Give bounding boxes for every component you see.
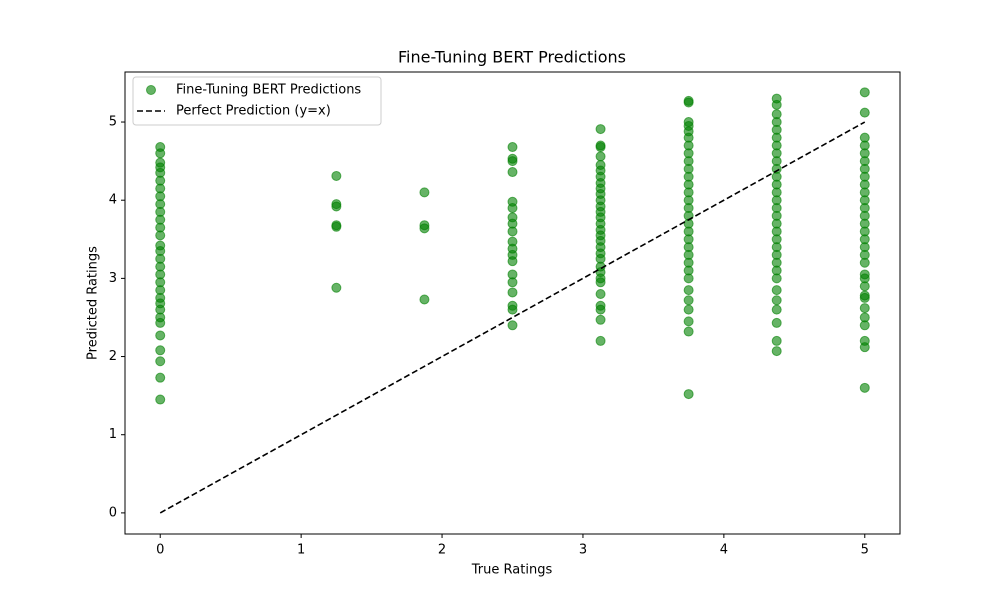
legend-label: Perfect Prediction (y=x) <box>176 104 331 119</box>
y-tick-label: 2 <box>109 349 117 364</box>
reference-line <box>159 121 866 514</box>
scatter-point <box>155 148 166 159</box>
x-tick-label: 4 <box>720 543 728 558</box>
scatter-point <box>771 317 782 328</box>
scatter-point <box>683 285 694 296</box>
scatter-point <box>683 304 694 315</box>
scatter-point <box>683 389 694 400</box>
scatter-point <box>595 289 606 300</box>
scatter-point <box>771 295 782 306</box>
plot-frame <box>124 71 901 535</box>
scatter-point <box>155 230 166 241</box>
scatter-point <box>683 316 694 327</box>
scatter-point <box>507 203 518 214</box>
y-axis-label: Predicted Ratings <box>86 246 101 360</box>
scatter-point <box>683 295 694 306</box>
scatter-point <box>771 335 782 346</box>
scatter-point <box>683 326 694 337</box>
scatter-point <box>331 170 342 181</box>
scatter-point <box>771 273 782 284</box>
chart-title: Fine-Tuning BERT Predictions <box>398 48 626 67</box>
scatter-point <box>859 257 870 268</box>
scatter-point <box>595 124 606 135</box>
scatter-point <box>507 167 518 178</box>
scatter-point <box>507 304 518 315</box>
x-tick-label: 1 <box>297 543 305 558</box>
scatter-point <box>331 282 342 293</box>
x-axis-label: True Ratings <box>471 563 553 578</box>
x-tick-label: 3 <box>579 543 587 558</box>
scatter-point <box>155 317 166 328</box>
scatter-point <box>507 287 518 298</box>
x-tick-label: 2 <box>438 543 446 558</box>
scatter-point <box>507 142 518 153</box>
scatter-point <box>507 320 518 331</box>
y-tick-label: 1 <box>109 427 117 442</box>
scatter-point <box>683 97 694 108</box>
scatter-point <box>595 277 606 288</box>
scatter-point <box>859 382 870 393</box>
y-tick-label: 5 <box>109 115 117 130</box>
scatter-point <box>507 277 518 288</box>
y-tick-label: 0 <box>109 505 117 520</box>
scatter-point <box>419 223 430 234</box>
scatter-point <box>155 394 166 405</box>
scatter-point <box>859 281 870 292</box>
scatter-point <box>595 314 606 325</box>
x-tick-label: 0 <box>156 543 164 558</box>
scatter-point <box>595 335 606 346</box>
scatter-point <box>683 273 694 284</box>
x-tick-label: 5 <box>861 543 869 558</box>
scatter-point <box>859 107 870 118</box>
scatter-point <box>155 345 166 356</box>
scatter-point <box>419 294 430 305</box>
legend-label: Fine-Tuning BERT Predictions <box>176 83 361 98</box>
scatter-point <box>507 256 518 267</box>
scatter-point <box>419 187 430 198</box>
scatter-point <box>331 201 342 212</box>
scatter-point <box>771 346 782 357</box>
scatter-point <box>859 87 870 98</box>
legend-box <box>132 76 382 126</box>
scatter-point <box>331 221 342 232</box>
scatter-point <box>859 303 870 314</box>
scatter-point <box>859 342 870 353</box>
scatter-point <box>507 156 518 167</box>
scatter-point <box>771 304 782 315</box>
scatter-point <box>771 285 782 296</box>
scatter-point <box>507 226 518 237</box>
legend-marker <box>146 85 156 95</box>
y-tick-label: 4 <box>109 193 117 208</box>
scatter-point <box>771 99 782 110</box>
scatter-point <box>155 372 166 383</box>
scatter-point <box>155 356 166 367</box>
scatter-point <box>595 304 606 315</box>
y-tick-label: 3 <box>109 271 117 286</box>
scatter-point <box>595 151 606 162</box>
scatter-point <box>859 320 870 331</box>
scatter-point <box>155 330 166 341</box>
scatter-point <box>859 292 870 303</box>
scatter-point <box>595 142 606 153</box>
